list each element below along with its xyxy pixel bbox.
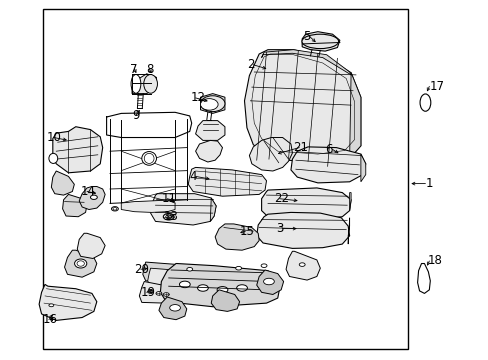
Polygon shape: [195, 140, 222, 162]
Ellipse shape: [163, 213, 174, 220]
Ellipse shape: [142, 152, 156, 165]
Ellipse shape: [111, 207, 118, 211]
Polygon shape: [256, 212, 349, 248]
Text: 5: 5: [303, 30, 310, 42]
Polygon shape: [62, 194, 87, 217]
Text: 19: 19: [141, 286, 156, 299]
Ellipse shape: [113, 208, 117, 210]
Polygon shape: [188, 167, 266, 196]
Ellipse shape: [163, 293, 169, 296]
Ellipse shape: [49, 304, 54, 307]
Polygon shape: [121, 200, 175, 212]
Ellipse shape: [147, 290, 153, 293]
Text: 14: 14: [81, 185, 96, 198]
Ellipse shape: [90, 195, 97, 199]
Text: 9: 9: [132, 109, 139, 122]
Polygon shape: [51, 171, 74, 195]
Polygon shape: [147, 268, 201, 288]
Polygon shape: [150, 194, 216, 225]
Ellipse shape: [302, 34, 338, 49]
Ellipse shape: [197, 285, 208, 291]
Polygon shape: [64, 250, 97, 277]
Text: 1: 1: [425, 177, 432, 190]
Ellipse shape: [165, 215, 171, 219]
Polygon shape: [142, 262, 196, 282]
Polygon shape: [302, 32, 339, 51]
Ellipse shape: [144, 153, 154, 163]
Ellipse shape: [263, 278, 274, 285]
Polygon shape: [79, 186, 105, 210]
Ellipse shape: [217, 287, 227, 293]
Polygon shape: [215, 224, 259, 250]
Polygon shape: [261, 188, 350, 220]
Polygon shape: [249, 138, 292, 171]
Polygon shape: [160, 264, 279, 307]
Ellipse shape: [235, 266, 241, 270]
Polygon shape: [349, 193, 350, 211]
Polygon shape: [53, 127, 102, 173]
Ellipse shape: [200, 96, 224, 112]
Polygon shape: [360, 154, 365, 182]
Polygon shape: [39, 284, 97, 320]
Text: 8: 8: [146, 63, 154, 76]
Ellipse shape: [299, 263, 305, 266]
Polygon shape: [347, 218, 349, 244]
Text: 3: 3: [276, 222, 283, 235]
Text: 16: 16: [43, 313, 58, 326]
Polygon shape: [256, 270, 283, 294]
Ellipse shape: [74, 259, 87, 268]
Text: 21: 21: [293, 141, 308, 154]
Ellipse shape: [186, 267, 192, 271]
Polygon shape: [77, 233, 105, 258]
Ellipse shape: [261, 264, 266, 267]
Ellipse shape: [200, 99, 218, 110]
Polygon shape: [290, 147, 365, 183]
Ellipse shape: [236, 285, 247, 291]
Text: 2: 2: [246, 58, 254, 71]
Ellipse shape: [49, 153, 58, 163]
Polygon shape: [285, 251, 320, 280]
Text: 22: 22: [273, 192, 288, 205]
Polygon shape: [159, 297, 186, 320]
Text: 12: 12: [190, 91, 205, 104]
Polygon shape: [132, 74, 156, 94]
Ellipse shape: [156, 292, 162, 295]
Ellipse shape: [419, 94, 430, 111]
Ellipse shape: [131, 75, 141, 93]
Polygon shape: [417, 264, 429, 293]
Text: 20: 20: [134, 263, 149, 276]
Polygon shape: [349, 73, 360, 158]
Polygon shape: [244, 50, 360, 163]
Ellipse shape: [77, 261, 84, 266]
Text: 4: 4: [189, 170, 197, 183]
Ellipse shape: [169, 305, 180, 311]
Text: 17: 17: [428, 80, 444, 93]
Polygon shape: [200, 94, 224, 113]
Text: 15: 15: [239, 225, 254, 238]
Bar: [43, 9, 407, 349]
Text: 10: 10: [46, 131, 61, 144]
Polygon shape: [210, 198, 216, 221]
Text: 7: 7: [129, 63, 137, 76]
Polygon shape: [261, 50, 350, 75]
Text: 6: 6: [325, 143, 332, 156]
Ellipse shape: [179, 281, 190, 288]
Text: 18: 18: [427, 255, 442, 267]
Polygon shape: [211, 290, 239, 311]
Polygon shape: [139, 282, 177, 303]
Polygon shape: [195, 121, 224, 140]
Text: 11: 11: [161, 192, 176, 205]
Text: 13: 13: [163, 210, 178, 222]
Ellipse shape: [143, 75, 157, 93]
